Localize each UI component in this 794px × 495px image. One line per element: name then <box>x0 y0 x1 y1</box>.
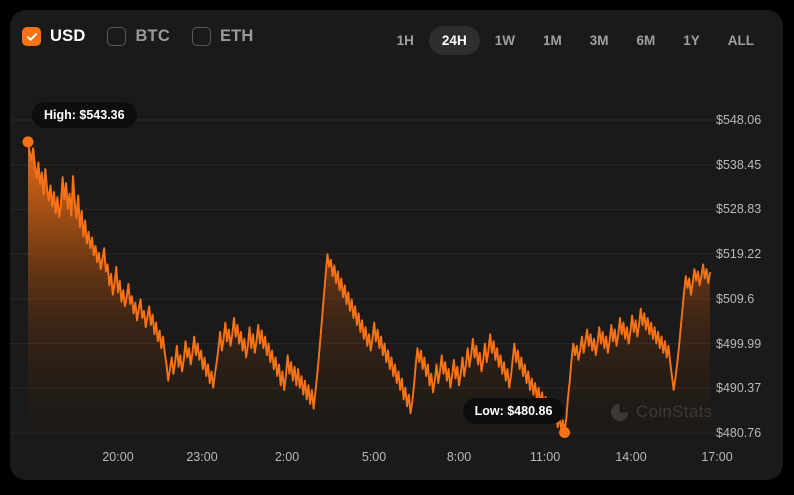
y-axis-tick: $480.76 <box>716 426 762 440</box>
checkbox-unchecked-icon[interactable] <box>191 27 211 46</box>
price-chart-panel: USD BTC ETH 1H 24H 1W 1M 3M 6M 1Y ALL <box>10 10 783 480</box>
coinstats-watermark: CoinStats <box>610 402 712 422</box>
high-point-marker <box>22 136 34 148</box>
low-point-marker <box>559 427 571 439</box>
time-range-1h[interactable]: 1H <box>396 33 414 48</box>
currency-option-usd[interactable]: USD <box>22 27 85 46</box>
low-price-tooltip: Low: $480.86 <box>462 397 565 424</box>
chart-toolbar: USD BTC ETH 1H 24H 1W 1M 3M 6M 1Y ALL <box>10 10 783 72</box>
price-area-fill <box>28 141 710 448</box>
x-axis-tick: 8:00 <box>446 450 472 464</box>
currency-option-eth[interactable]: ETH <box>191 27 254 46</box>
x-axis-tick: 14:00 <box>615 450 647 464</box>
x-axis-tick: 2:00 <box>274 450 300 464</box>
y-axis-tick: $519.22 <box>716 247 762 262</box>
x-axis-labels: 20:00 23:00 2:00 5:00 8:00 11:00 14:00 17:00 <box>10 72 783 480</box>
time-range-all[interactable]: ALL <box>727 33 754 48</box>
time-range-selector: 1H 24H 1W 1M 3M 6M 1Y ALL <box>384 26 767 55</box>
time-range-1w[interactable]: 1W <box>494 33 515 48</box>
time-range-1y[interactable]: 1Y <box>683 33 700 48</box>
currency-label-usd: USD <box>50 27 86 45</box>
y-axis-tick: $548.06 <box>716 113 762 127</box>
price-line-chart <box>10 119 716 448</box>
currency-label-btc: BTC <box>135 27 170 45</box>
y-axis-tick: $528.83 <box>716 202 762 217</box>
price-line <box>27 140 711 434</box>
y-axis-labels: $548.06 $538.45 $528.83 $519.22 $509.6 $499.9… <box>716 72 794 480</box>
checkbox-unchecked-icon[interactable] <box>107 27 127 46</box>
checkbox-checked-icon[interactable] <box>22 27 41 46</box>
currency-selector-group: USD BTC ETH <box>22 27 254 46</box>
x-axis-tick: 20:00 <box>102 450 134 464</box>
x-axis-tick: 11:00 <box>529 450 561 464</box>
y-axis-tick: $509.6 <box>716 291 755 306</box>
time-range-6m[interactable]: 6M <box>636 33 656 48</box>
time-range-3m[interactable]: 3M <box>589 33 609 48</box>
time-range-24h[interactable]: 24H <box>428 26 480 55</box>
x-axis-tick: 17:00 <box>701 450 733 464</box>
pie-chart-icon <box>610 403 629 421</box>
currency-option-btc[interactable]: BTC <box>107 27 170 46</box>
y-axis-tick: $499.99 <box>716 336 762 351</box>
high-price-tooltip: High: $543.36 <box>32 101 137 128</box>
x-axis-tick: 23:00 <box>186 450 218 464</box>
y-axis-tick: $538.45 <box>716 157 762 172</box>
currency-label-eth: ETH <box>219 27 254 45</box>
chart-area: CoinStats $548.06 $538.45 $528.83 $519.22 $5… <box>10 72 783 480</box>
watermark-label: CoinStats <box>636 402 713 421</box>
time-range-1m[interactable]: 1M <box>542 33 562 48</box>
x-axis-tick: 5:00 <box>361 450 387 464</box>
y-axis-tick: $490.37 <box>716 381 762 396</box>
